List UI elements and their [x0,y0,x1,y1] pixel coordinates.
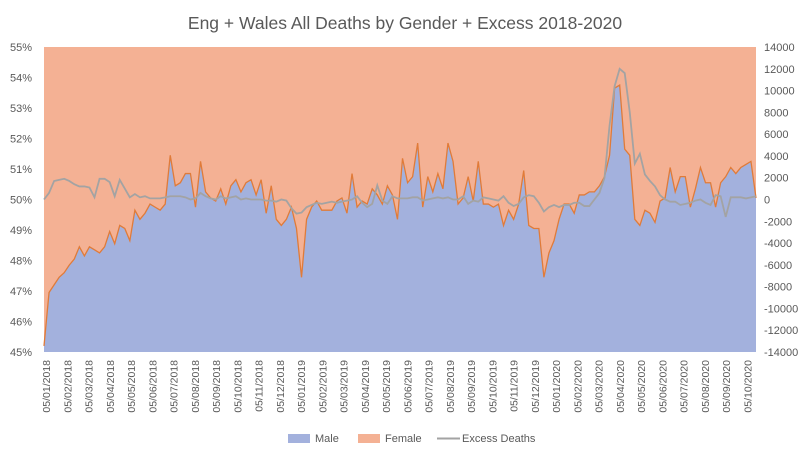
right-axis: -14000 -12000 -10000 -8000 -6000 -4000 -2000 0 2… [764,42,798,359]
plot-area [43,47,757,352]
x-axis-tick-label: 05/05/2019 [381,360,393,413]
x-axis-tick-label: 05/09/2020 [721,360,733,413]
left-axis: 45% 46% 47% 48% 49% 50% 51% 52% 53% 54% 55% [10,42,32,359]
x-axis-tick-label: 05/12/2018 [275,360,287,413]
right-axis-tick-label: -2000 [764,216,792,228]
legend: Male Female Excess Deaths [288,433,536,445]
right-axis-tick-label: -4000 [764,238,792,250]
x-axis-tick-label: 05/06/2018 [147,360,159,413]
legend-swatch-male [288,434,310,443]
male-female-boundary-line [43,84,757,346]
x-axis-tick-label: 05/03/2020 [594,360,606,413]
x-axis-tick-label: 05/07/2020 [679,360,691,413]
right-axis-tick-label: 10000 [764,86,795,98]
right-axis-tick-label: -6000 [764,260,792,272]
x-axis-tick-label: 05/08/2018 [190,360,202,413]
left-axis-tick-label: 50% [10,195,32,207]
right-axis-tick-label: 2000 [764,173,788,185]
x-axis-tick-label: 05/05/2018 [126,360,138,413]
x-axis: 05/01/2018 05/02/2018 05/03/2018 05/04/2018… [41,360,754,413]
right-axis-tick-label: 0 [764,195,770,207]
x-axis-tick-label: 05/02/2020 [572,360,584,413]
x-axis-tick-label: 05/03/2018 [84,360,96,413]
right-axis-tick-label: 8000 [764,107,788,119]
right-axis-tick-label: 12000 [764,64,795,76]
left-axis-tick-label: 46% [10,317,32,329]
x-axis-tick-label: 05/07/2018 [169,360,181,413]
x-axis-tick-label: 05/03/2019 [339,360,351,413]
left-axis-tick-label: 49% [10,225,32,237]
x-axis-tick-label: 05/07/2019 [424,360,436,413]
x-axis-tick-label: 05/11/2019 [509,360,521,412]
x-axis-tick-label: 05/02/2018 [62,360,74,413]
x-axis-tick-label: 05/09/2018 [211,360,223,413]
x-axis-tick-label: 05/06/2019 [402,360,414,413]
x-axis-tick-label: 05/04/2018 [105,360,117,413]
x-axis-tick-label: 05/08/2019 [445,360,457,413]
right-axis-tick-label: -12000 [764,325,798,337]
excess-deaths-line [43,67,757,218]
chart-title: Eng + Wales All Deaths by Gender + Exces… [188,13,622,33]
left-axis-tick-label: 51% [10,164,32,176]
x-axis-tick-label: 05/10/2018 [232,360,244,413]
right-axis-tick-label: -8000 [764,282,792,294]
right-axis-tick-label: 4000 [764,151,788,163]
x-axis-tick-label: 05/09/2019 [466,360,478,413]
right-axis-tick-label: 14000 [764,42,795,54]
right-axis-tick-label: -10000 [764,303,798,315]
left-axis-tick-label: 45% [10,347,32,359]
legend-label-male: Male [315,433,339,445]
x-axis-tick-label: 05/11/2018 [254,360,266,412]
left-axis-tick-label: 48% [10,256,32,268]
legend-label-female: Female [385,433,422,445]
x-axis-tick-label: 05/01/2019 [296,360,308,413]
x-axis-tick-label: 05/10/2019 [487,360,499,413]
x-axis-tick-label: 05/04/2020 [615,360,627,413]
x-axis-tick-label: 05/04/2019 [360,360,372,413]
x-axis-tick-label: 05/10/2020 [742,360,754,413]
left-axis-tick-label: 52% [10,134,32,146]
right-axis-tick-label: 6000 [764,129,788,141]
left-axis-tick-label: 55% [10,42,32,54]
x-axis-tick-label: 05/12/2019 [530,360,542,413]
legend-swatch-female [358,434,380,443]
left-axis-tick-label: 47% [10,286,32,298]
x-axis-tick-label: 05/08/2020 [700,360,712,413]
left-axis-tick-label: 53% [10,103,32,115]
x-axis-tick-label: 05/05/2020 [636,360,648,413]
x-axis-tick-label: 05/02/2019 [317,360,329,413]
x-axis-tick-label: 05/06/2020 [657,360,669,413]
male-area [44,85,756,352]
left-axis-tick-label: 54% [10,73,32,85]
right-axis-tick-label: -14000 [764,347,798,359]
x-axis-tick-label: 05/01/2020 [551,360,563,413]
legend-label-excess: Excess Deaths [462,433,536,445]
x-axis-tick-label: 05/01/2018 [41,360,53,413]
